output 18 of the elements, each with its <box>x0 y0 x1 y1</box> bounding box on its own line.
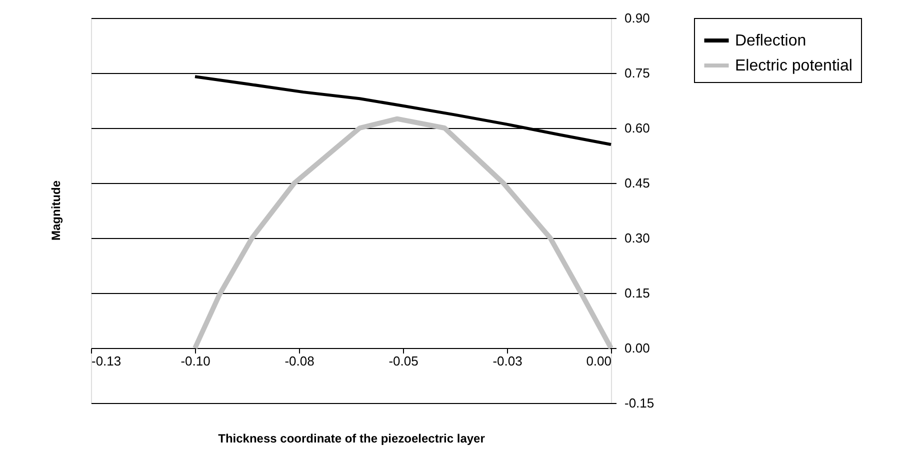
legend-label: Deflection <box>735 32 806 50</box>
x-tick-label: -0.10 <box>180 354 210 368</box>
y-tick-label: 0.00 <box>624 340 650 356</box>
x-tick-label: -0.08 <box>284 354 314 368</box>
y-tick-label: 0.90 <box>624 10 650 26</box>
x-tick-label: -0.13 <box>92 354 122 368</box>
y-tick-label: 0.75 <box>624 66 650 80</box>
legend-label: Electric potential <box>735 58 852 74</box>
y-axis-title: Magnitude <box>49 180 63 240</box>
x-axis-title: Thickness coordinate of the piezoelectric layer <box>218 432 486 446</box>
y-tick-label: 0.15 <box>624 286 650 300</box>
x-tick-label: 0.00 <box>586 354 612 368</box>
y-tick-label: 0.30 <box>624 230 650 246</box>
x-tick-label: -0.03 <box>492 354 522 368</box>
y-tick-label: 0.60 <box>624 120 650 136</box>
y-tick-label: 0.45 <box>624 176 650 190</box>
x-tick-label: -0.05 <box>388 354 418 368</box>
y-tick-label: -0.15 <box>624 396 654 410</box>
